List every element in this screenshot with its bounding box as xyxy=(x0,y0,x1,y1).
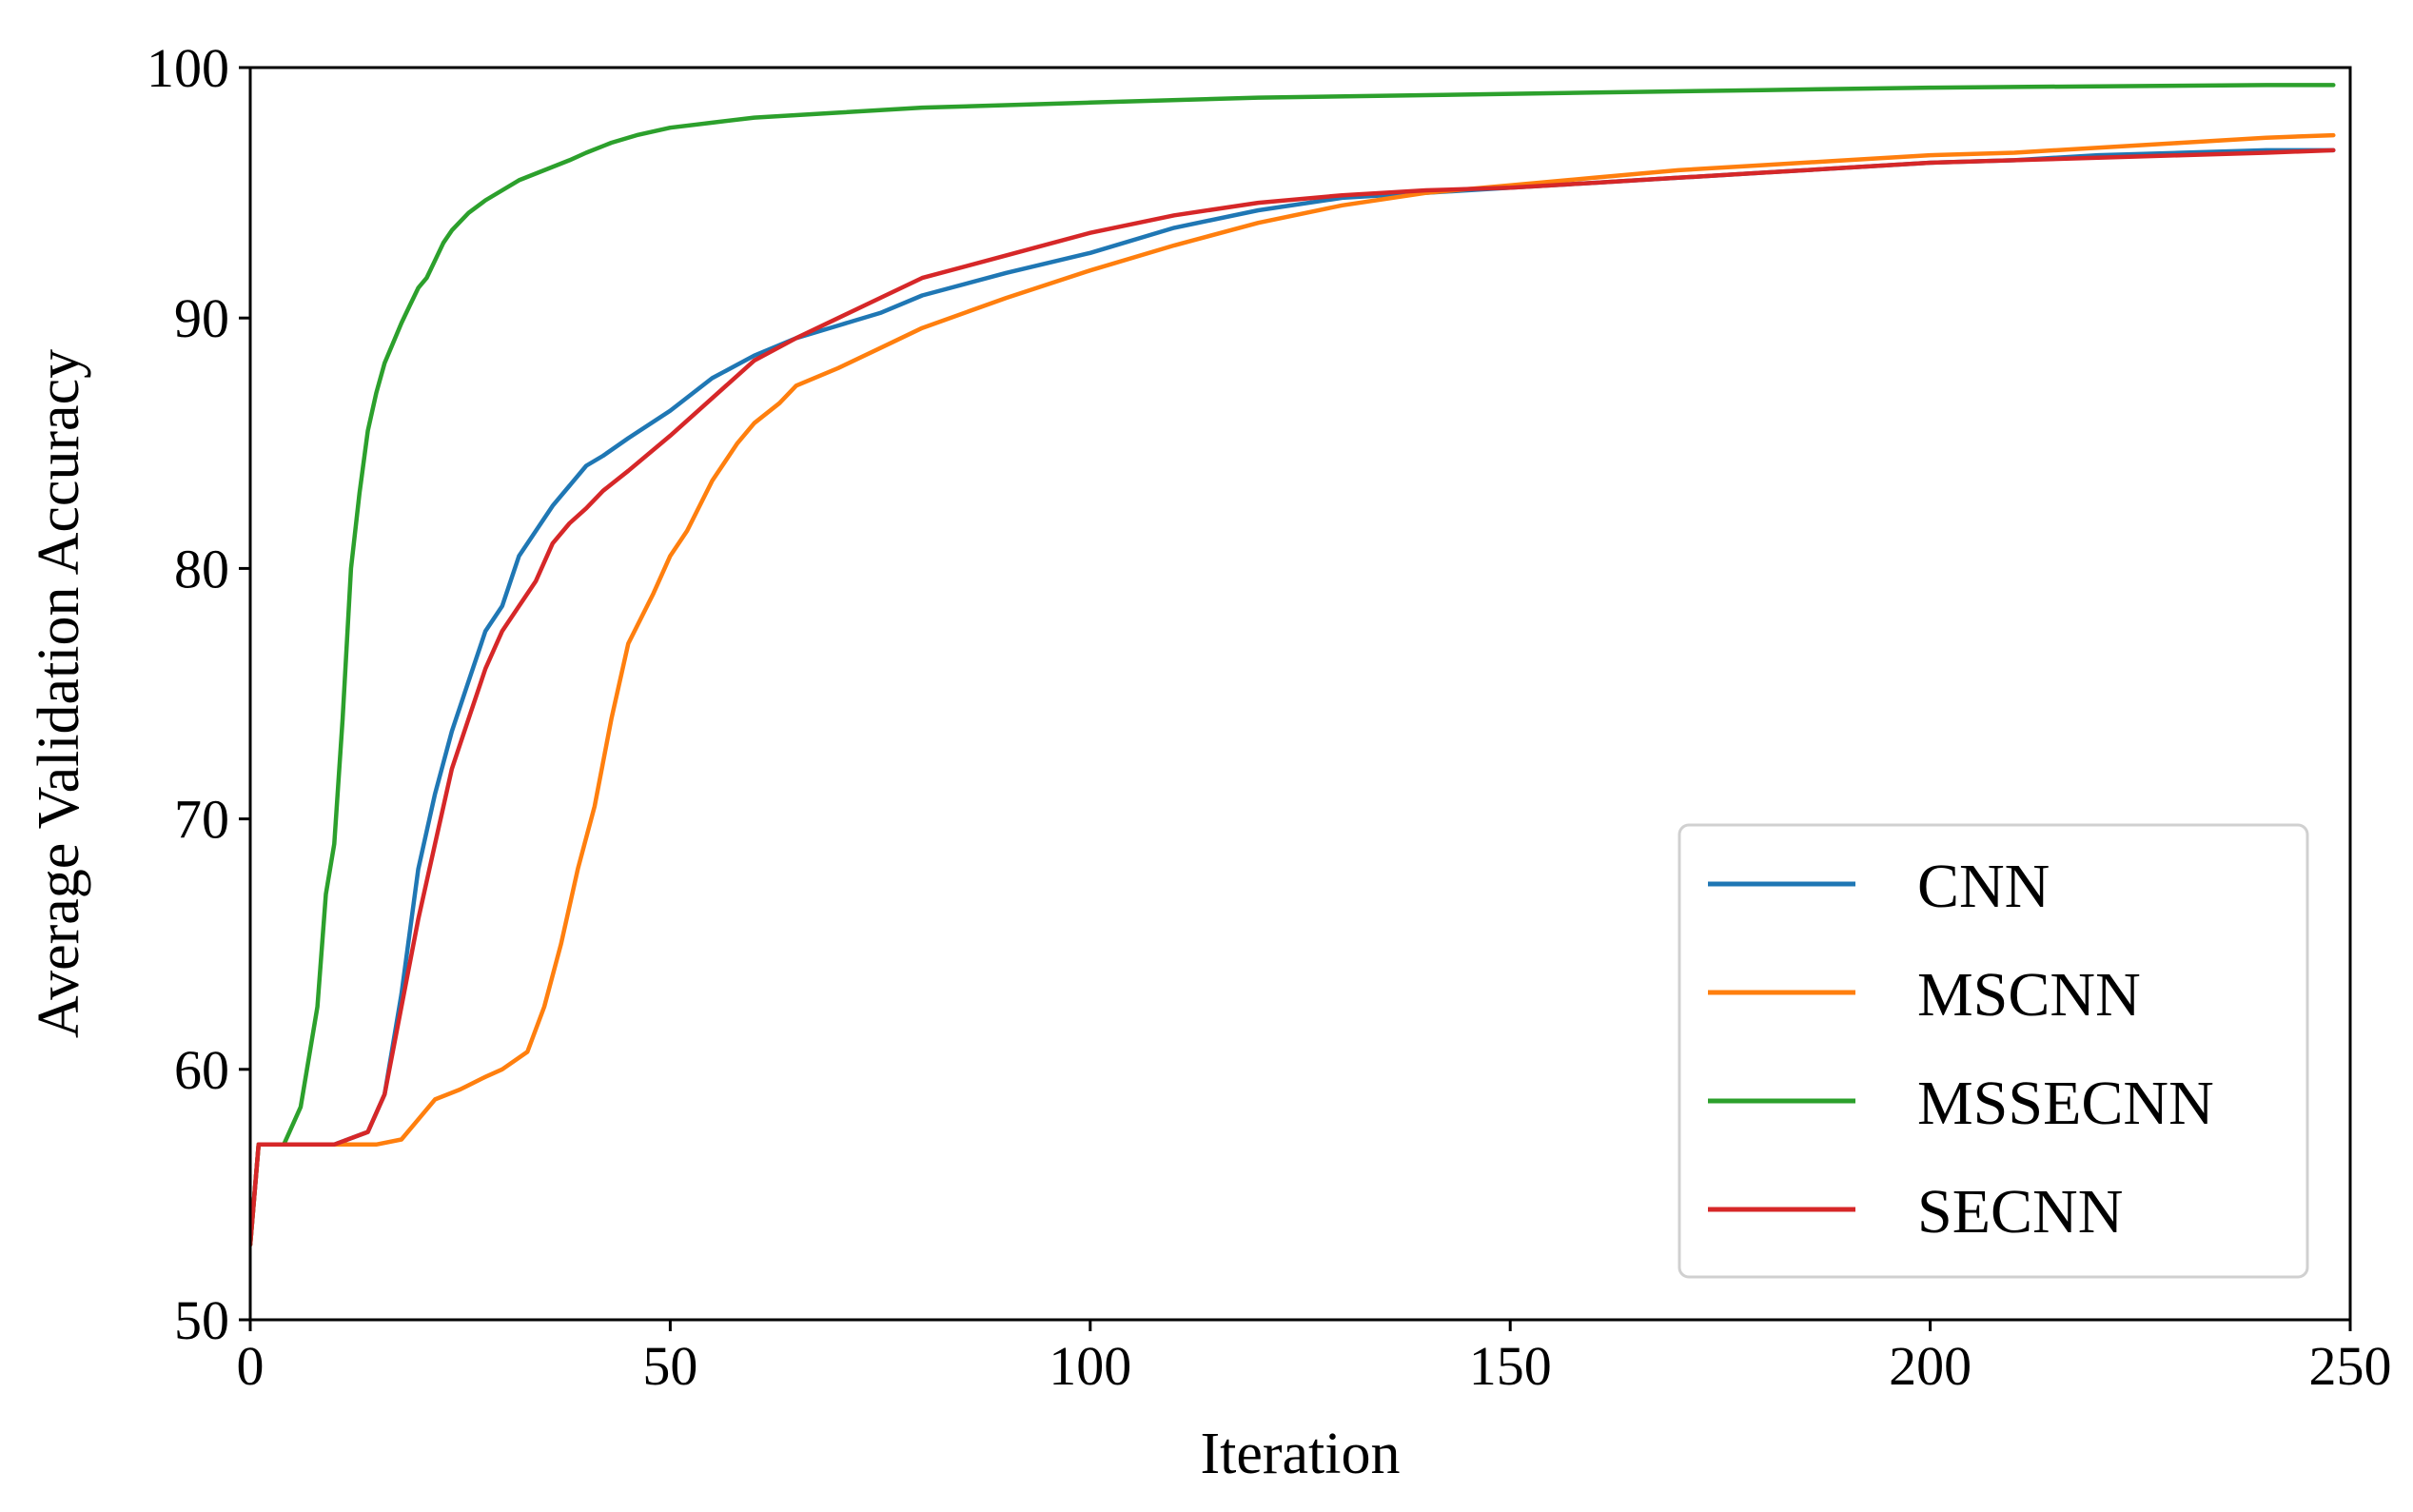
series-layer xyxy=(250,83,2336,1247)
y-tick-label: 60 xyxy=(174,1039,229,1101)
legend-label-cnn: CNN xyxy=(1917,852,2050,921)
y-tick-label: 90 xyxy=(174,287,229,349)
legend: CNN MSCNN MSSECNN SECNN xyxy=(1677,823,2309,1279)
x-tick-label: 200 xyxy=(1889,1335,1972,1397)
legend-label-mssecnn: MSSECNN xyxy=(1917,1069,2214,1138)
series-line-mscnn xyxy=(250,132,2336,1247)
x-tick-label: 50 xyxy=(642,1335,697,1397)
y-tick-label: 70 xyxy=(174,789,229,851)
legend-label-mscnn: MSCNN xyxy=(1917,960,2141,1030)
y-tick-label: 80 xyxy=(174,538,229,599)
x-axis-label: Iteration xyxy=(1200,1422,1400,1486)
y-axis-label: Average Validation Accuracy xyxy=(27,349,91,1038)
y-tick-label: 50 xyxy=(174,1289,229,1351)
series-line-mssecnn xyxy=(250,83,2336,1247)
x-tick-label: 100 xyxy=(1049,1335,1131,1397)
y-axis: 50 60 70 80 90 100 xyxy=(147,37,250,1351)
x-tick-label: 250 xyxy=(2309,1335,2392,1397)
x-tick-label: 150 xyxy=(1469,1335,1552,1397)
series-line-secnn xyxy=(250,147,2336,1247)
y-tick-label: 100 xyxy=(147,37,229,99)
legend-label-secnn: SECNN xyxy=(1917,1177,2123,1247)
x-axis: 0 50 100 150 200 250 xyxy=(237,1320,2392,1397)
plot-frame xyxy=(248,66,2352,1322)
legend-box xyxy=(1677,823,2309,1279)
x-tick-label: 0 xyxy=(237,1335,265,1397)
